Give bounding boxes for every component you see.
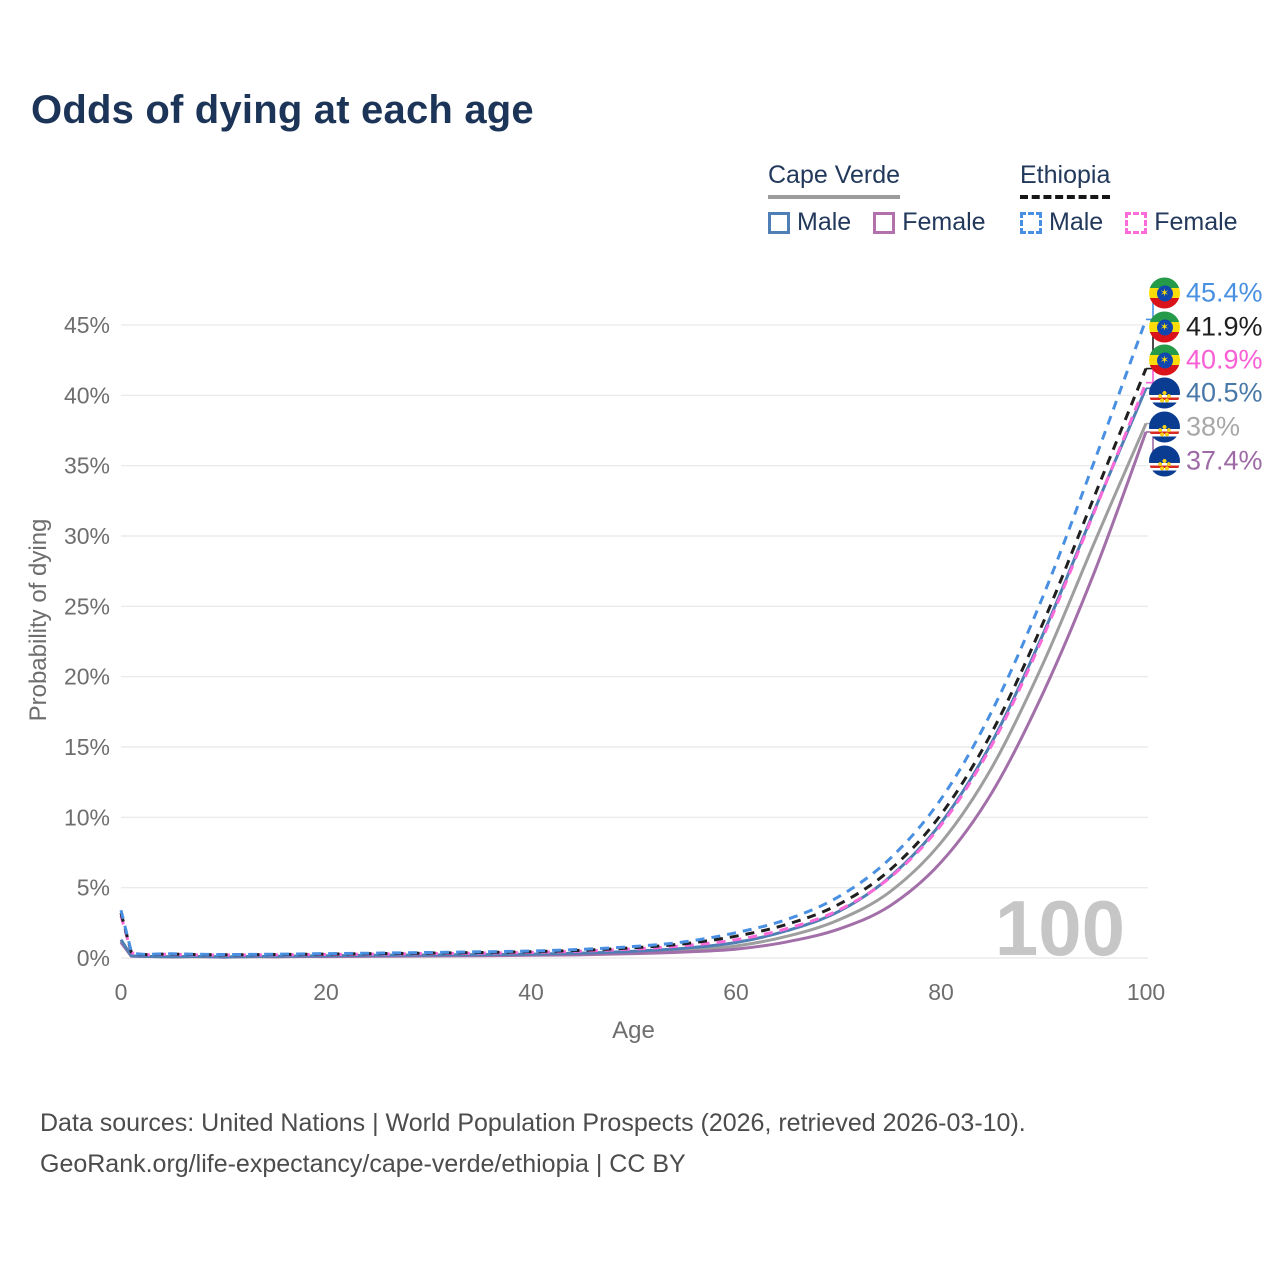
x-axis-title: Age <box>612 1017 655 1044</box>
legend-item-cape-verde-female[interactable]: Female <box>873 208 986 237</box>
footer: Data sources: United Nations | World Pop… <box>40 1103 1026 1186</box>
end-label-ethiopia-male: 45.4% <box>1149 277 1263 309</box>
legend-ethiopia-header[interactable]: Ethiopia <box>1020 161 1111 199</box>
series-line-ethiopia-female <box>119 382 1148 957</box>
ethiopia-flag-icon <box>1149 311 1180 343</box>
ethiopia-flag-icon <box>1149 277 1180 309</box>
x-tick-label: 20 <box>313 979 339 1005</box>
x-tick-label: 80 <box>928 979 954 1005</box>
x-tick-label: 0 <box>115 979 128 1005</box>
legend-group-ethiopia: Ethiopia Male Female <box>1020 161 1238 237</box>
legend-item-label: Male <box>797 208 852 236</box>
legend-cape-verde-header[interactable]: Cape Verde <box>768 161 901 199</box>
end-label-ethiopia-female: 40.9% <box>1149 344 1263 376</box>
legend-item-label: Male <box>1049 208 1104 236</box>
y-tick-label: 35% <box>64 453 110 479</box>
end-label-value: 40.5% <box>1186 377 1263 408</box>
cape-verde-male-checkbox-icon[interactable] <box>768 211 790 234</box>
y-tick-label: 30% <box>64 523 110 549</box>
end-label-value: 40.9% <box>1186 344 1263 375</box>
legend-item-ethiopia-male[interactable]: Male <box>1020 208 1103 237</box>
y-tick-label: 25% <box>64 593 110 619</box>
end-label-value: 41.9% <box>1186 311 1263 342</box>
x-axis-tick-labels: 0 20 40 60 80 100 <box>115 979 1166 1005</box>
chart-legend: Cape Verde Male Female Ethiopia Male <box>0 161 1280 241</box>
end-label-cape-verde-both-sexes: 38% <box>1149 411 1241 443</box>
cape-verde-flag-icon <box>1149 411 1180 443</box>
end-label-value: 38% <box>1186 411 1241 442</box>
end-label-cape-verde-male: 40.5% <box>1149 377 1263 409</box>
series-line-cape-verde-female <box>119 431 1148 959</box>
x-tick-label: 60 <box>723 979 749 1005</box>
series-line-cape-verde-both-sexes <box>119 422 1148 959</box>
page-title: Odds of dying at each age <box>31 88 534 132</box>
x-tick-label: 100 <box>1127 979 1165 1005</box>
series-line-cape-verde-male <box>119 387 1148 959</box>
y-tick-label: 0% <box>77 945 110 971</box>
ethiopia-male-checkbox-icon[interactable] <box>1020 211 1042 234</box>
legend-item-cape-verde-male[interactable]: Male <box>768 208 851 237</box>
cape-verde-female-checkbox-icon[interactable] <box>873 211 896 234</box>
y-axis-title: Probability of dying <box>25 519 52 722</box>
attribution-line: GeoRank.org/life-expectancy/cape-verde/e… <box>40 1150 686 1179</box>
gridlines <box>121 324 1148 959</box>
y-tick-label: 45% <box>64 312 110 338</box>
y-tick-label: 40% <box>64 382 110 408</box>
y-tick-label: 5% <box>77 875 110 901</box>
end-label-ethiopia-both-sexes: 41.9% <box>1149 311 1263 343</box>
x-tick-label: 40 <box>518 979 544 1005</box>
end-label-value: 37.4% <box>1186 445 1263 476</box>
cape-verde-flag-icon <box>1149 445 1180 477</box>
legend-item-ethiopia-female[interactable]: Female <box>1125 208 1238 237</box>
series-line-ethiopia-male <box>119 318 1148 957</box>
ethiopia-female-checkbox-icon[interactable] <box>1125 211 1148 234</box>
y-tick-label: 20% <box>64 664 110 690</box>
end-label-value: 45.4% <box>1186 277 1263 308</box>
data-sources-line: Data sources: United Nations | World Pop… <box>40 1109 1026 1137</box>
legend-item-label: Female <box>1154 208 1238 236</box>
ethiopia-flag-icon <box>1149 344 1180 376</box>
end-label-cape-verde-female: 37.4% <box>1149 445 1263 477</box>
legend-item-label: Female <box>902 208 986 236</box>
legend-group-cape-verde: Cape Verde Male Female <box>768 161 986 237</box>
y-tick-label: 10% <box>64 804 110 830</box>
y-tick-label: 15% <box>64 734 110 760</box>
series-line-ethiopia-both-sexes <box>119 368 1148 957</box>
chart-canvas: 0% 5% 10% 15% 20% 25% 30% 35% 40% 45% 0 20 40 60 80 100… <box>25 292 1166 1044</box>
cape-verde-flag-icon <box>1149 377 1180 409</box>
y-axis-tick-labels: 0% 5% 10% 15% 20% 25% 30% 35% 40% 45% <box>64 312 110 971</box>
watermark: 100 <box>995 884 1125 972</box>
